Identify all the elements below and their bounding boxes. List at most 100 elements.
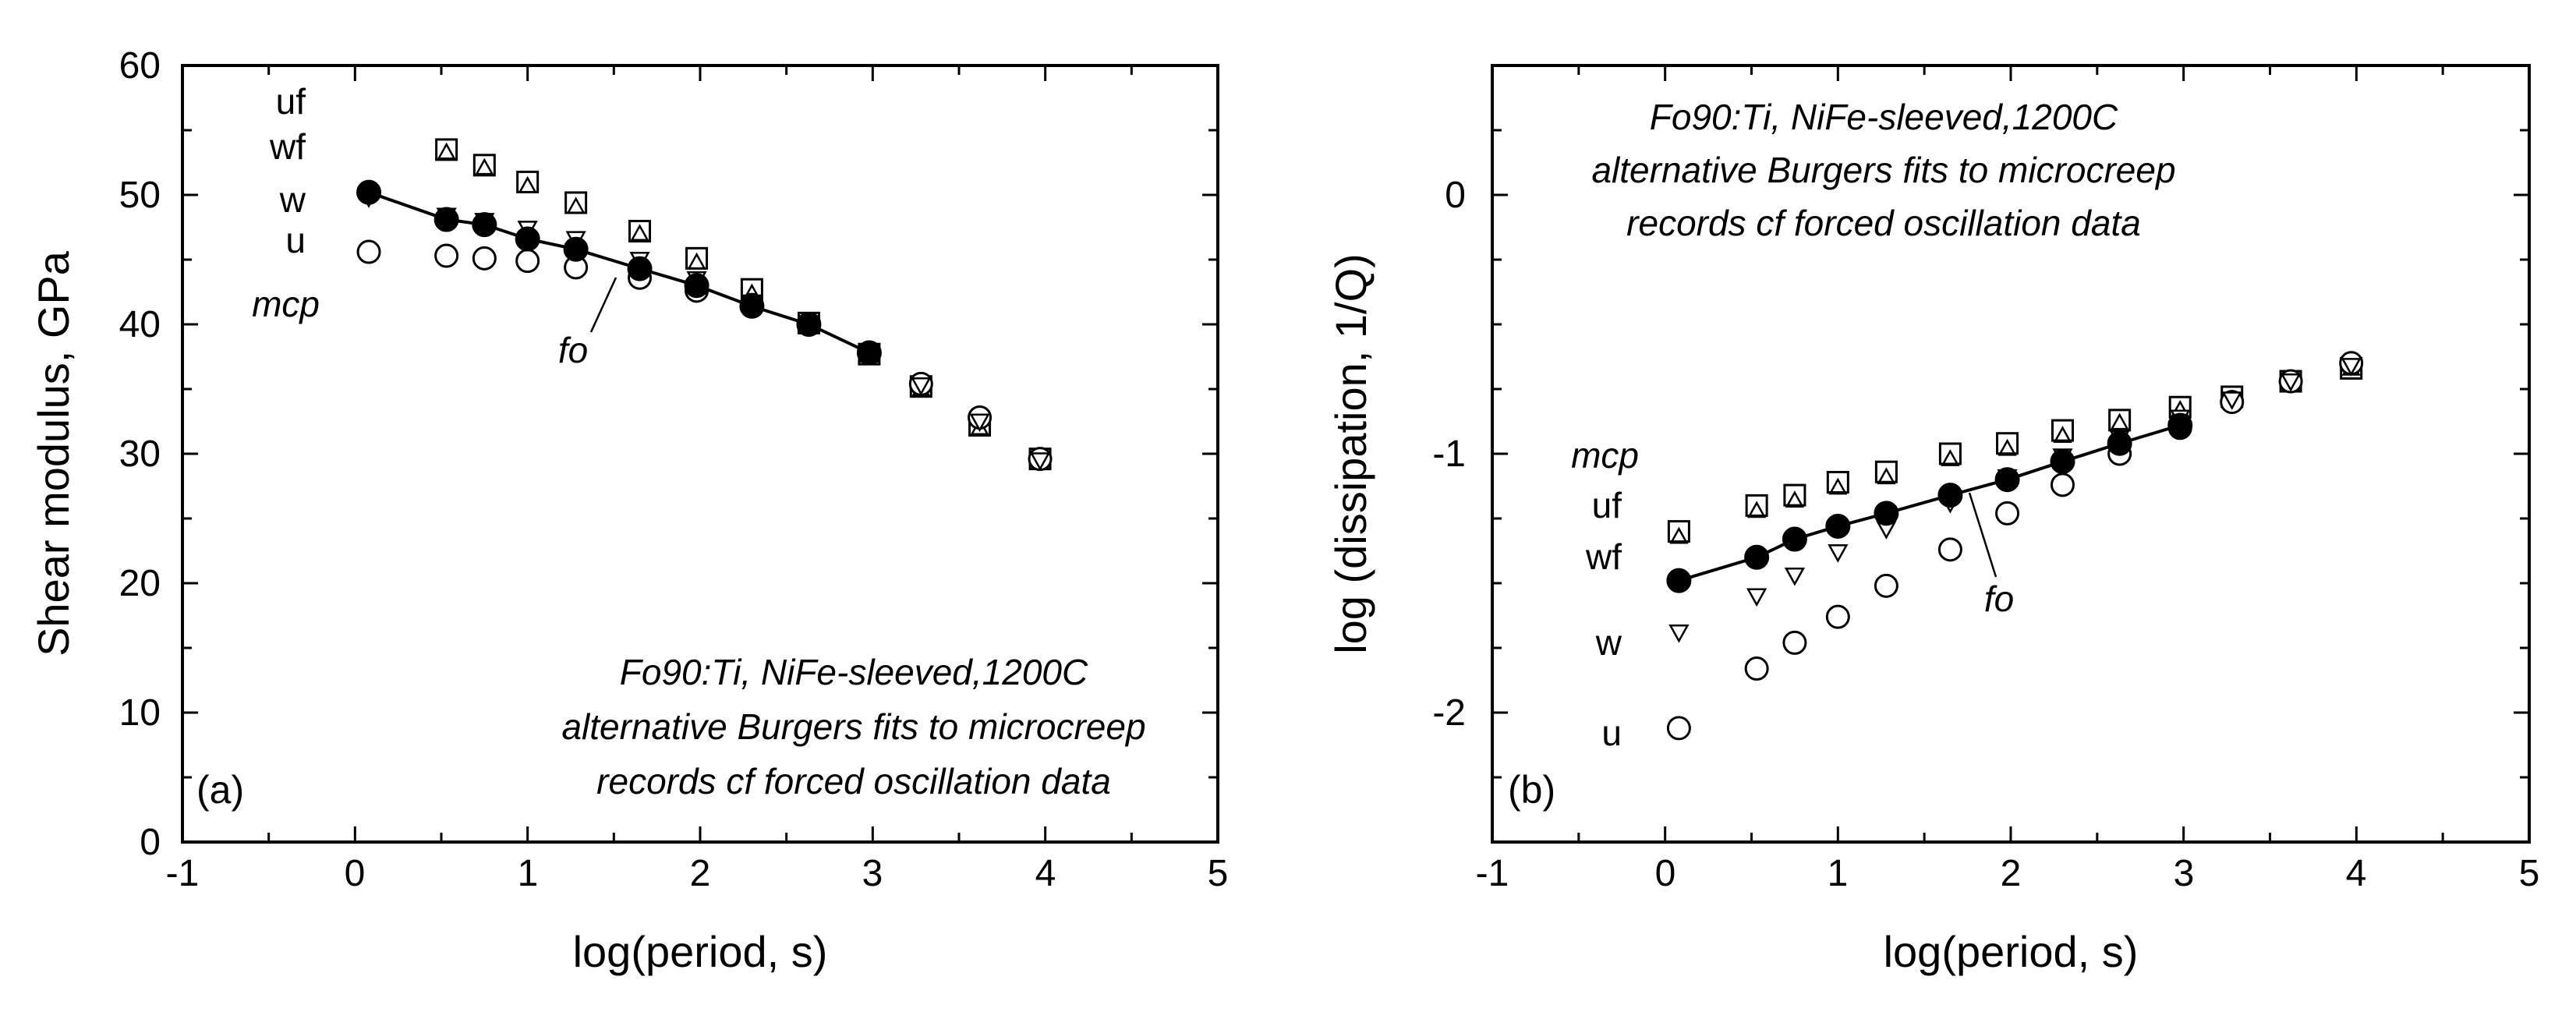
panel-b-ytick-label: -1 — [1432, 433, 1466, 475]
panel-a-point-uf — [628, 219, 652, 242]
panel-b-point-fo — [1782, 526, 1807, 552]
panel-b-point-fo — [1666, 568, 1692, 593]
panel-b-point-u — [1782, 630, 1807, 655]
panel-b-point-w — [1668, 625, 1690, 643]
panel-a-point-fo — [684, 273, 709, 299]
panel-a-xtick-label: 5 — [1208, 853, 1229, 894]
panel-b-point-w — [2221, 391, 2242, 410]
panel-a-xtick-label: 2 — [690, 853, 711, 894]
panel-b-label-w: w — [1595, 622, 1622, 663]
panel-a-plot-frame — [181, 64, 1219, 844]
panel-a-ytick-label: 50 — [119, 175, 161, 216]
panel-a-point-fo — [515, 226, 540, 252]
panel-b-xtick-label: 1 — [1828, 853, 1849, 894]
panel-b-point-wf — [1785, 490, 1805, 508]
panel-b-fit-line-layer — [1678, 423, 2181, 582]
panel-a-point-w — [969, 413, 990, 433]
panel-b-point-w — [1746, 588, 1767, 607]
panel-b-point-uf — [1826, 471, 1849, 494]
panel-a-y-axis-title: Shear modulus, GPa — [29, 250, 78, 656]
panel-a-ytick-label: 20 — [119, 563, 161, 604]
panel-a-ytick-label: 10 — [119, 692, 161, 734]
panel-a-annotation-line-3: records cf forced oscillation data — [596, 761, 1111, 801]
panel-a-label-wf: wf — [269, 126, 306, 167]
panel-b-point-w — [1784, 567, 1806, 586]
panel-b-xtick-label: 5 — [2519, 853, 2540, 894]
panel-a-point-fo — [627, 256, 653, 281]
panel-b-annotation-line-3: records cf forced oscillation data — [1626, 203, 2141, 243]
panel-a-annotation-line-1: Fo90:Ti, NiFe-sleeved,1200C — [620, 652, 1088, 692]
panel-a-point-uf — [435, 138, 458, 161]
panel-b-plot-frame — [1491, 64, 2531, 844]
panel-b-label-u: u — [1601, 713, 1622, 753]
panel-a-point-fo — [356, 179, 382, 205]
panel-a-xtick-label: 1 — [518, 853, 539, 894]
panel-a-fo-leader-line — [589, 277, 617, 333]
panel-b-point-w — [1828, 544, 1849, 563]
panel-a-label-fo: fo — [558, 330, 588, 370]
panel-a-xtick-label: 4 — [1035, 853, 1056, 894]
panel-b-xtick-label: -1 — [1476, 853, 1509, 894]
panel-a-point-wf — [566, 196, 586, 214]
panel-a-label-u: u — [285, 220, 306, 260]
panel-b-annotation-line-2: alternative Burgers fits to microcreep — [1591, 150, 2175, 190]
panel-b-point-u — [1995, 501, 2020, 525]
panel-b-ytick-label: 0 — [1445, 175, 1466, 216]
panel-a-tag: (a) — [196, 768, 244, 812]
panel-b-point-fo — [1825, 513, 1851, 539]
panel-a-label-w: w — [279, 179, 306, 220]
panel-b-point-fo — [2167, 412, 2193, 438]
panel-a-point-w — [1029, 452, 1051, 471]
panel-b-point-wf — [1747, 501, 1767, 518]
panel-b-annotation-line-1: Fo90:Ti, NiFe-sleeved,1200C — [1650, 97, 2118, 137]
panel-a-x-axis-title: log(period, s) — [573, 927, 828, 976]
panel-a-fo-fit-line — [368, 190, 870, 355]
panel-a-point-u — [472, 246, 497, 271]
panel-b-point-fo — [1937, 483, 1963, 508]
panel-b-point-fo — [1994, 467, 2020, 493]
panel-b-label-wf: wf — [1585, 536, 1622, 577]
panel-b-point-wf — [1877, 467, 1896, 485]
panel-b-point-uf — [1667, 520, 1690, 543]
panel-a-point-u — [356, 239, 381, 264]
panel-a-point-wf — [687, 252, 706, 270]
panel-a-point-fo — [472, 212, 497, 238]
panel-a-point-u — [434, 243, 459, 268]
panel-b-x-axis-title: log(period, s) — [1884, 927, 2139, 976]
panel-b-point-wf — [2053, 426, 2072, 444]
panel-b-point-u — [1825, 604, 1850, 629]
panel-b-point-uf — [1996, 432, 2019, 455]
panel-b-label-mcp: mcp — [1571, 435, 1639, 476]
panel-b-label-uf: uf — [1592, 485, 1622, 525]
panel-b-y-axis-title: log (dissipation, 1/Q) — [1326, 253, 1375, 654]
panel-a-ytick-label: 30 — [119, 433, 161, 475]
panel-b-point-wf — [2110, 412, 2129, 430]
panel-a: -1 0 1 2 3 4 5 0 10 20 30 40 50 60 log(p… — [29, 45, 1228, 976]
panel-a-xtick-label: 0 — [345, 853, 366, 894]
panel-b-fo-fit-line — [1678, 423, 2181, 582]
panel-a-markers — [356, 138, 1053, 472]
panel-b-point-u — [1744, 656, 1769, 681]
panel-a-point-uf — [472, 154, 496, 177]
panel-a-fit-line-layer — [368, 190, 870, 355]
panel-a-xtick-label: 3 — [862, 853, 883, 894]
panel-b-point-fo — [1744, 544, 1770, 570]
panel-a-ytick-label: 0 — [140, 822, 161, 863]
panel-b-point-w — [2280, 373, 2302, 392]
panel-b-point-uf — [1938, 442, 1962, 465]
panel-a-point-w — [911, 377, 932, 396]
panel-a-point-fo — [563, 236, 589, 262]
panel-b-point-uf — [2108, 409, 2132, 432]
panel-a-point-fo — [433, 207, 459, 232]
panel-a-point-wf — [518, 175, 537, 193]
panel-b-point-uf — [1783, 483, 1806, 507]
panel-a-label-mcp: mcp — [252, 284, 320, 324]
panel-a-ytick-label: 40 — [119, 304, 161, 345]
panel-b-xtick-label: 0 — [1655, 853, 1676, 894]
panel-b-tag: (b) — [1508, 768, 1555, 812]
panel-b-point-wf — [1828, 477, 1848, 495]
panel-b-xtick-label: 2 — [2001, 853, 2022, 894]
panel-b-point-wf — [1669, 526, 1689, 544]
panel-b-point-fo — [2107, 430, 2132, 456]
